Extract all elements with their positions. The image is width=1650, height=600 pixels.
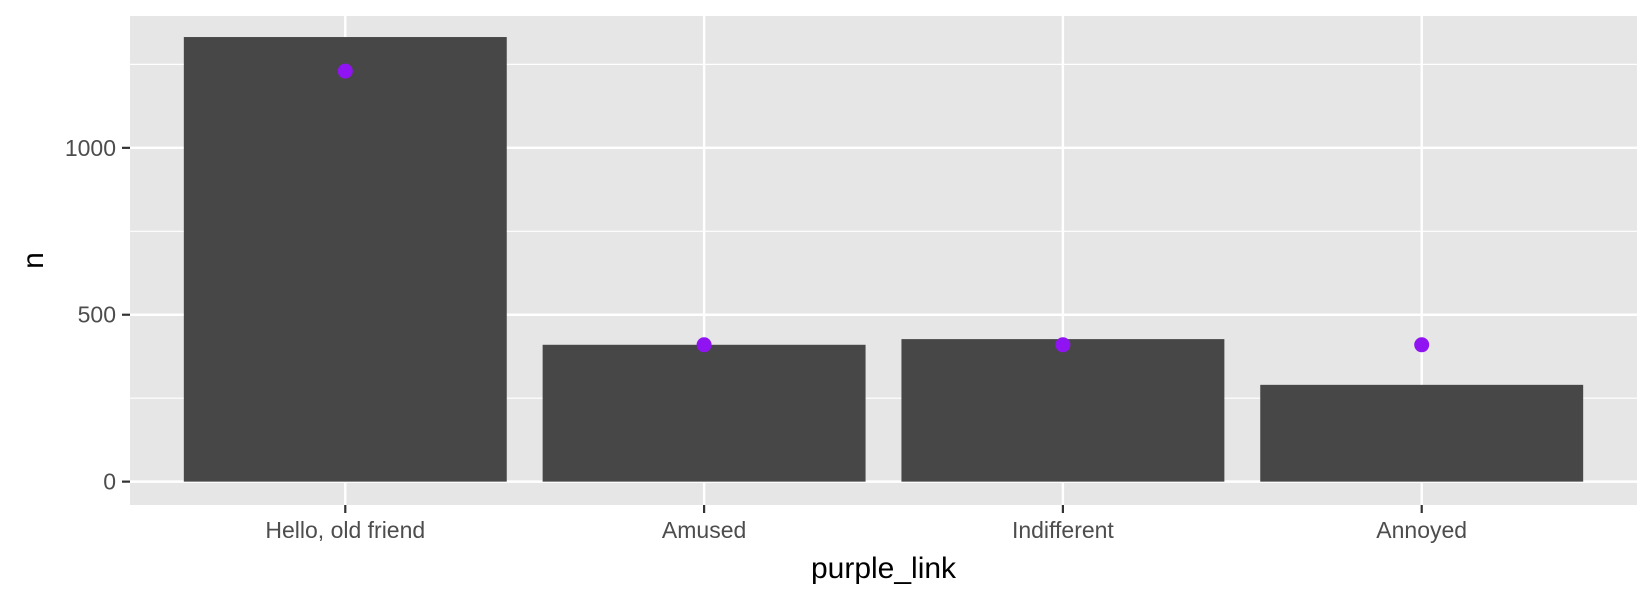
- x-tick-label: Amused: [662, 517, 746, 543]
- x-axis-title: purple_link: [811, 552, 957, 585]
- x-tick-label: Hello, old friend: [265, 517, 425, 543]
- point: [696, 337, 712, 353]
- x-tick-label: Indifferent: [1012, 517, 1114, 543]
- y-axis-title: n: [17, 252, 50, 269]
- y-tick-label: 1000: [65, 135, 116, 161]
- points: [337, 63, 1430, 353]
- bars: [183, 37, 1584, 482]
- bar: [901, 339, 1225, 482]
- y-tick-label: 0: [103, 469, 116, 495]
- bar: [183, 37, 507, 482]
- bar: [1260, 384, 1584, 482]
- point: [1414, 337, 1430, 353]
- axes: 0 500 1000 Hello, old friend Amused Indiffere…: [65, 135, 1467, 543]
- point: [337, 63, 353, 79]
- bar: [542, 344, 866, 482]
- y-tick-label: 500: [78, 302, 116, 328]
- x-tick-label: Annoyed: [1376, 517, 1467, 543]
- point: [1055, 337, 1071, 353]
